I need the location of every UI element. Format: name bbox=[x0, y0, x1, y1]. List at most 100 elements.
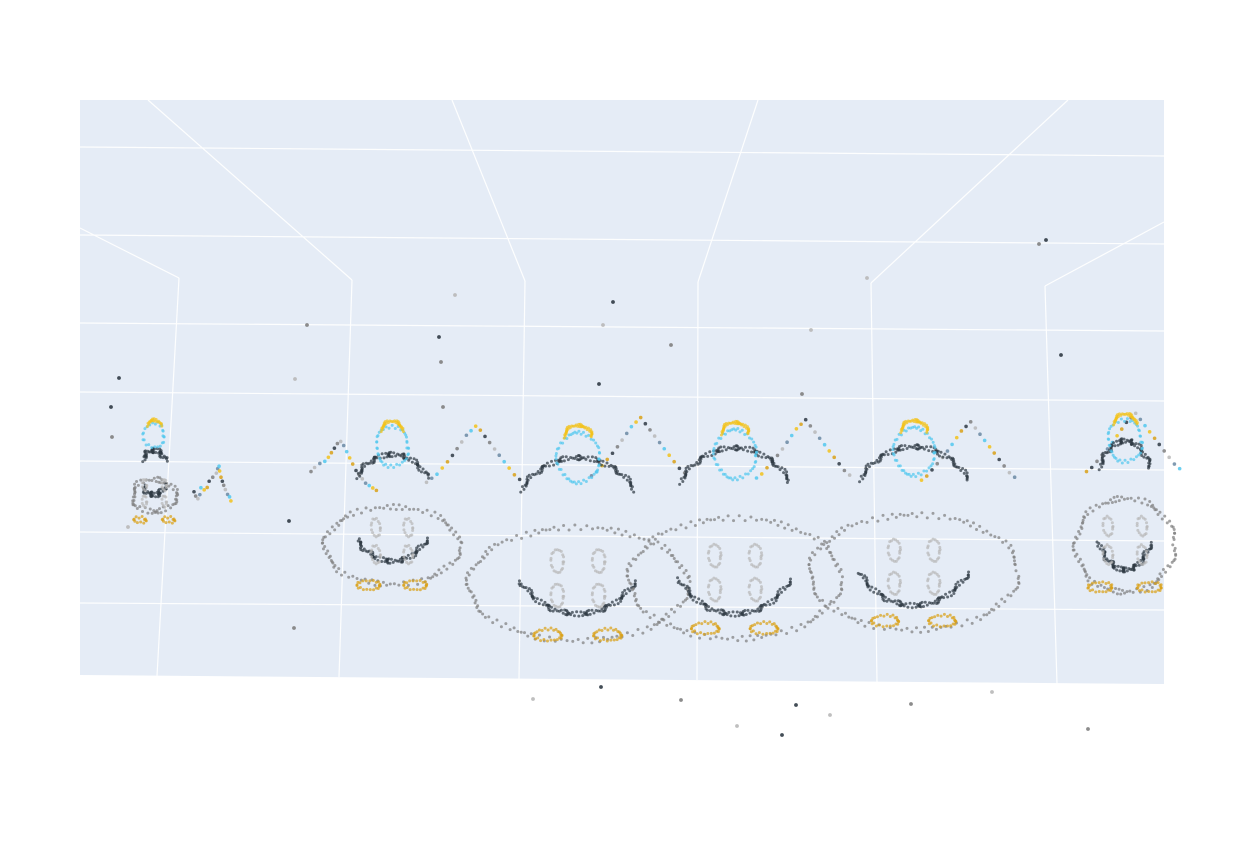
data-point-series-2-41 bbox=[430, 476, 434, 480]
cluster-2-base-887 bbox=[641, 632, 644, 635]
cluster-4-base-2119 bbox=[969, 525, 972, 528]
cluster-4-base-2113 bbox=[943, 514, 946, 517]
cluster-1-foot-right-790 bbox=[404, 587, 407, 590]
cluster-5-base-2642 bbox=[1116, 495, 1119, 498]
cluster-3-foot-right-1909 bbox=[758, 631, 761, 634]
cluster-1-base-515 bbox=[447, 524, 450, 527]
cluster-1-mark-1-808 bbox=[373, 534, 376, 537]
cluster-4-base-2011 bbox=[1017, 581, 1020, 584]
cluster-3-body-1643 bbox=[718, 611, 721, 614]
cluster-3-base-1556 bbox=[783, 527, 786, 530]
cluster-5-base-2600 bbox=[1088, 576, 1091, 579]
data-point-series-2-54 bbox=[493, 447, 497, 451]
cluster-4-body-2159 bbox=[951, 589, 954, 592]
outlier-point-3066 bbox=[800, 392, 804, 396]
cluster-1-base-457 bbox=[337, 567, 340, 570]
cluster-0-head-319 bbox=[142, 432, 145, 435]
data-point-series-5-102 bbox=[930, 468, 934, 472]
cluster-2-foot-left-1312 bbox=[539, 639, 542, 642]
cluster-4-mark-3-2520 bbox=[898, 585, 901, 588]
cluster-4-base-2039 bbox=[919, 631, 922, 634]
cluster-5-head-2887 bbox=[1139, 441, 1142, 444]
cluster-3-base-1480 bbox=[715, 635, 718, 638]
cluster-4-base-2103 bbox=[895, 516, 898, 519]
cluster-2-head-1252 bbox=[582, 431, 585, 434]
data-point-series-4-92 bbox=[813, 430, 817, 434]
cluster-4-body-b-2337 bbox=[966, 479, 969, 482]
cluster-4-body-2148 bbox=[960, 579, 963, 582]
cluster-4-base-2014 bbox=[1012, 590, 1015, 593]
cluster-5-head-2858 bbox=[1116, 460, 1119, 463]
cluster-4-mark-2-2506 bbox=[929, 557, 932, 560]
cluster-2-head-1219 bbox=[588, 476, 591, 479]
cluster-4-base-2090 bbox=[838, 533, 841, 536]
outlier-point-3042 bbox=[1037, 242, 1041, 246]
cluster-3-base-1577 bbox=[840, 568, 843, 571]
cluster-4-base-2121 bbox=[975, 528, 978, 531]
cluster-5-foot-right-2957 bbox=[1138, 584, 1141, 587]
cluster-4-base-2018 bbox=[1000, 598, 1003, 601]
cluster-3-base-1544 bbox=[727, 514, 730, 517]
cluster-3-base-1510 bbox=[627, 579, 630, 582]
cluster-2-base-877 bbox=[670, 608, 673, 611]
data-point-series-4-96 bbox=[832, 456, 836, 460]
cluster-2-foot-left-1323 bbox=[547, 628, 550, 631]
cluster-3-base-1542 bbox=[717, 516, 720, 519]
cluster-1-head-699 bbox=[382, 464, 385, 467]
cluster-2-foot-left-1330 bbox=[559, 634, 562, 637]
cluster-1-body-b-618 bbox=[363, 465, 366, 468]
cluster-3-head-1808 bbox=[712, 452, 715, 455]
data-point-series-4-98 bbox=[843, 469, 847, 473]
cluster-2-base-893 bbox=[611, 636, 614, 639]
cluster-5-base-2653 bbox=[1148, 500, 1151, 503]
cluster-5-base-2610 bbox=[1077, 560, 1080, 563]
cluster-4-base-2030 bbox=[960, 624, 963, 627]
cluster-3-foot-right-1927 bbox=[775, 627, 778, 630]
cluster-3-base-1463 bbox=[795, 629, 798, 632]
cluster-3-base-1548 bbox=[749, 515, 752, 518]
cluster-1-body-b-676 bbox=[417, 469, 420, 472]
outlier-point-3046 bbox=[293, 377, 297, 381]
cluster-5-body-2722 bbox=[1121, 569, 1124, 572]
cluster-2-foot-right-1337 bbox=[609, 639, 612, 642]
cluster-2-body-1028 bbox=[611, 601, 614, 604]
cluster-4-head-2363 bbox=[891, 448, 894, 451]
cluster-4-base-2016 bbox=[1006, 593, 1009, 596]
cluster-3-base-1470 bbox=[760, 636, 763, 639]
cluster-2-base-901 bbox=[577, 638, 580, 641]
cluster-1-foot-left-766 bbox=[362, 588, 365, 591]
cluster-2-body-b-1210 bbox=[632, 491, 635, 494]
data-point-series-5-106 bbox=[950, 443, 954, 447]
cluster-3-body-1585 bbox=[785, 585, 788, 588]
cluster-0-mark-4-410 bbox=[161, 502, 164, 505]
cluster-4-base-2106 bbox=[906, 514, 909, 517]
cluster-2-base-925 bbox=[477, 610, 480, 613]
cluster-2-base-988 bbox=[656, 541, 659, 544]
cluster-2-base-983 bbox=[633, 533, 636, 536]
cluster-2-body-b-1137 bbox=[548, 464, 551, 467]
cluster-3-foot-left-1880 bbox=[706, 632, 709, 635]
cluster-2-body-1069 bbox=[562, 612, 565, 615]
cluster-2-foot-left-1314 bbox=[534, 637, 537, 640]
cluster-2-mark-3-1408 bbox=[553, 604, 556, 607]
cluster-2-body-b-1170 bbox=[593, 460, 596, 463]
cluster-2-base-947 bbox=[483, 557, 486, 560]
cluster-3-body-b-1709 bbox=[704, 452, 707, 455]
cluster-1-base-433 bbox=[427, 576, 430, 579]
cluster-2-base-961 bbox=[533, 529, 536, 532]
cluster-5-base-2645 bbox=[1123, 498, 1126, 501]
cluster-0-base-158 bbox=[151, 512, 154, 515]
cluster-2-base-992 bbox=[668, 549, 671, 552]
cluster-3-mark-4-1995 bbox=[750, 597, 753, 600]
cluster-3-foot-left-1881 bbox=[703, 633, 706, 636]
cluster-2-base-919 bbox=[495, 618, 498, 621]
cluster-0-head-312 bbox=[153, 445, 156, 448]
cluster-2-base-969 bbox=[568, 529, 571, 532]
data-point-series-5-103 bbox=[935, 462, 939, 466]
cluster-3-head-1803 bbox=[718, 469, 721, 472]
cluster-2-base-921 bbox=[487, 615, 490, 618]
outlier-point-3035 bbox=[117, 376, 121, 380]
cluster-1-mark-2-826 bbox=[402, 528, 405, 531]
cluster-3-body-1601 bbox=[768, 603, 771, 606]
